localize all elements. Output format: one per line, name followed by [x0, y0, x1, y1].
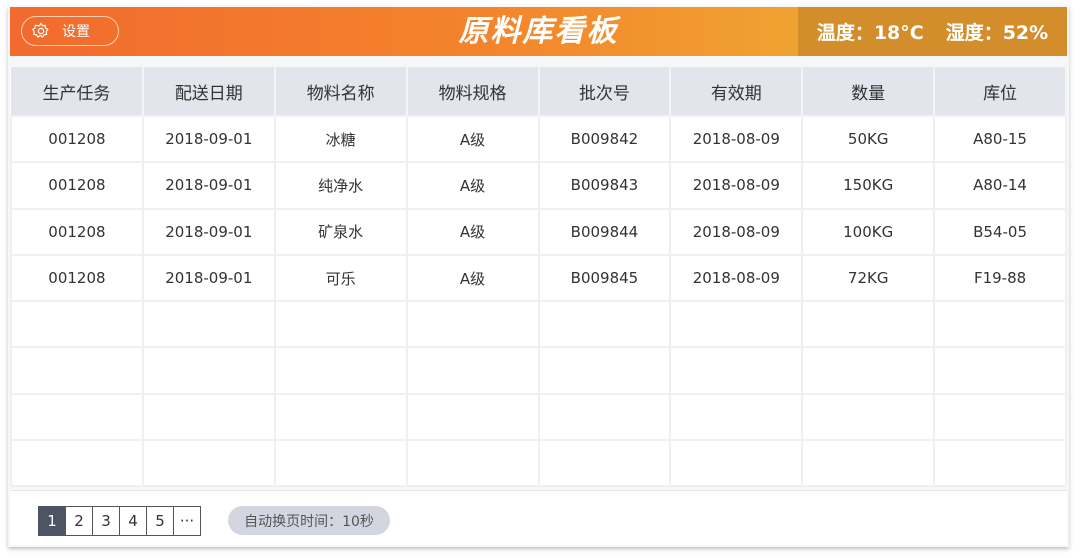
settings-label: 设置 — [62, 24, 90, 40]
gear-icon — [32, 22, 49, 38]
table-cell — [273, 392, 408, 442]
table-cell — [801, 439, 936, 488]
table-row: 001208 2018-09-01 矿泉水 A级 B009844 2018-08-09 10… — [10, 207, 1067, 256]
table-cell: A级 — [405, 161, 540, 210]
table-cell — [405, 392, 540, 442]
table-cell: A级 — [405, 253, 540, 303]
table-cell — [933, 439, 1067, 488]
column-header: 物料名称 — [274, 67, 408, 116]
table-row: 001208 2018-09-01 纯净水 A级 B009843 2018-08-09 15… — [10, 161, 1067, 210]
table-cell — [273, 346, 408, 395]
table-cell — [405, 346, 540, 395]
materials-table: 生产任务 配送日期 物料名称 物料规格 批次号 有效期 数量 库位 001208 2018-09… — [10, 67, 1067, 488]
table-cell: 001208 — [10, 207, 144, 256]
table-row: 001208 2018-09-01 可乐 A级 B009845 2018-08-09 72K… — [10, 253, 1067, 303]
page-button[interactable]: ··· — [173, 506, 201, 536]
pagination: 1 2 3 4 5 ··· — [38, 506, 201, 536]
table-cell: 2018-09-01 — [141, 161, 276, 210]
auto-page-interval-badge: 自动换页时间：10秒 — [228, 506, 390, 535]
table-cell — [801, 346, 936, 395]
table-cell — [933, 300, 1067, 349]
table-cell — [405, 300, 540, 349]
table-cell: 50KG — [801, 114, 936, 164]
table-cell — [537, 439, 672, 488]
page-button[interactable]: 4 — [119, 506, 147, 536]
table-cell: B009842 — [537, 114, 672, 164]
title-bar: 设置 原料库看板 温度：18°C 湿度：52% — [10, 7, 1067, 56]
table-cell: F19-88 — [933, 253, 1067, 303]
page-button[interactable]: 2 — [65, 506, 93, 536]
table-cell — [537, 300, 672, 349]
table-cell: 2018-08-09 — [669, 114, 804, 164]
table-cell: 001208 — [10, 253, 144, 303]
table-cell: B009844 — [537, 207, 672, 256]
column-header: 物料规格 — [406, 67, 540, 116]
table-cell — [141, 392, 276, 442]
environment-panel: 温度：18°C 湿度：52% — [798, 7, 1067, 56]
table-cell: 72KG — [801, 253, 936, 303]
temperature-readout: 温度：18°C — [816, 22, 924, 44]
column-header: 数量 — [802, 67, 936, 116]
table-cell: 2018-09-01 — [141, 253, 276, 303]
column-header: 批次号 — [538, 67, 672, 116]
table-cell: 纯净水 — [273, 161, 408, 210]
table-cell: 150KG — [801, 161, 936, 210]
table-cell: A级 — [405, 207, 540, 256]
footer: 1 2 3 4 5 ··· 自动换页时间：10秒 — [10, 490, 1067, 545]
empty-row — [10, 346, 1067, 395]
table-cell — [141, 439, 276, 488]
column-header: 生产任务 — [11, 67, 144, 116]
table-cell: B54-05 — [933, 207, 1067, 256]
table-cell — [669, 439, 804, 488]
table-cell: B009845 — [537, 253, 672, 303]
table-cell — [669, 300, 804, 349]
page-button[interactable]: 1 — [38, 506, 66, 536]
table-cell — [141, 300, 276, 349]
table-cell — [10, 439, 144, 488]
table-cell — [405, 439, 540, 488]
empty-row — [10, 439, 1067, 488]
table-row: 001208 2018-09-01 冰糖 A级 B009842 2018-08-09 50K… — [10, 114, 1067, 164]
table-cell: 2018-09-01 — [141, 207, 276, 256]
table-cell — [669, 392, 804, 442]
page-button[interactable]: 3 — [92, 506, 120, 536]
column-header: 有效期 — [670, 67, 804, 116]
table-cell: 矿泉水 — [273, 207, 408, 256]
table-cell: 001208 — [10, 161, 144, 210]
table-cell: A级 — [405, 114, 540, 164]
table-cell: 2018-08-09 — [669, 161, 804, 210]
table-cell: A80-15 — [933, 114, 1067, 164]
table-cell — [933, 392, 1067, 442]
table-cell: 2018-08-09 — [669, 253, 804, 303]
column-header: 配送日期 — [142, 67, 276, 116]
table-cell: 100KG — [801, 207, 936, 256]
table-cell — [141, 346, 276, 395]
table-cell: 001208 — [10, 114, 144, 164]
empty-row — [10, 300, 1067, 349]
table-cell: 2018-09-01 — [141, 114, 276, 164]
column-header: 库位 — [934, 67, 1067, 116]
page-button[interactable]: 5 — [146, 506, 174, 536]
table-cell — [801, 300, 936, 349]
table-cell: 2018-08-09 — [669, 207, 804, 256]
humidity-readout: 湿度：52% — [945, 22, 1049, 44]
table-cell: B009843 — [537, 161, 672, 210]
table-cell — [801, 392, 936, 442]
table-cell — [10, 346, 144, 395]
empty-row — [10, 392, 1067, 442]
table-cell — [10, 300, 144, 349]
table-cell — [273, 439, 408, 488]
table-cell — [537, 346, 672, 395]
table-cell: A80-14 — [933, 161, 1067, 210]
table-cell — [669, 346, 804, 395]
settings-button[interactable]: 设置 — [21, 16, 119, 46]
table-cell: 冰糖 — [273, 114, 408, 164]
table-cell — [537, 392, 672, 442]
table-cell — [933, 346, 1067, 395]
table-cell — [273, 300, 408, 349]
table-cell — [10, 392, 144, 442]
table-cell: 可乐 — [273, 253, 408, 303]
